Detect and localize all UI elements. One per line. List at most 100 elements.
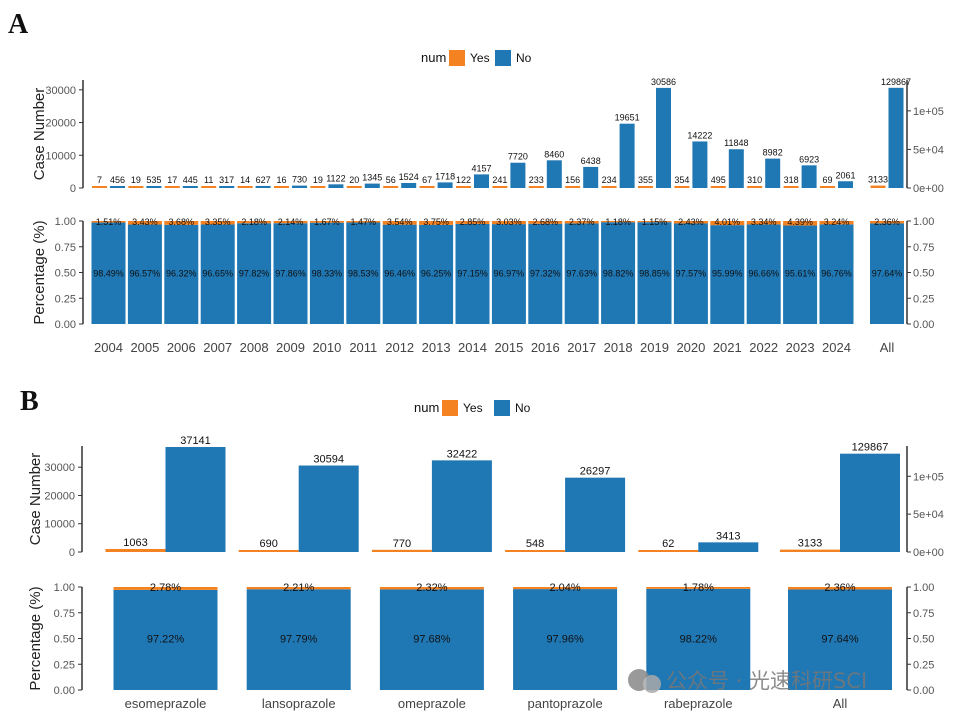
x-tick-label: omeprazole	[398, 696, 466, 711]
percentage-left-tick-label: 0.00	[54, 685, 75, 697]
percentage-left-tick-label: 0.50	[55, 268, 76, 280]
x-tick-label: 2014	[458, 340, 487, 355]
count-left-tick-label: 30000	[44, 462, 75, 474]
percentage-left-tick-label: 0.50	[54, 634, 75, 646]
data-label-yes: 67	[422, 175, 432, 185]
bar-yes	[528, 186, 544, 188]
data-label-no: 456	[110, 175, 125, 185]
count-right-tick-label: 5e+04	[913, 144, 944, 156]
pct-label-no: 96.57%	[130, 269, 161, 279]
pct-label-yes: 2.32%	[416, 582, 447, 594]
legend-swatch-yes	[449, 50, 465, 66]
data-label-no: 3413	[716, 530, 740, 542]
count-right-tick-label: 1e+05	[913, 471, 944, 483]
pct-label-no: 96.97%	[494, 269, 525, 279]
pct-label-no: 95.99%	[712, 269, 743, 279]
pct-bar-no	[491, 224, 526, 324]
pct-bar-no	[455, 223, 490, 324]
data-label-no: 627	[256, 175, 271, 185]
data-label-no: 4157	[471, 163, 491, 173]
data-label-no: 26297	[580, 466, 611, 478]
bar-no	[165, 447, 226, 552]
bar-yes	[505, 550, 566, 552]
pct-bar-no	[646, 588, 751, 690]
x-tick-label: 2008	[240, 340, 269, 355]
data-label-yes: 122	[456, 175, 471, 185]
pct-label-yes: 1.67%	[314, 217, 340, 227]
bar-no	[583, 166, 599, 188]
bar-no	[888, 87, 904, 188]
pct-label-yes: 3.68%	[169, 217, 195, 227]
bar-yes	[419, 186, 435, 188]
bar-yes	[638, 550, 699, 552]
data-label-no: 30594	[313, 454, 344, 466]
bar-no	[364, 183, 380, 188]
bar-no	[328, 184, 344, 188]
bar-no	[565, 477, 626, 552]
data-label-yes: 62	[662, 538, 674, 550]
pct-label-no: 98.53%	[348, 269, 379, 279]
bar-no	[838, 181, 853, 188]
data-label-no: 30586	[651, 77, 676, 87]
bar-yes	[638, 186, 653, 188]
bar-yes	[371, 549, 432, 552]
bar-no	[656, 87, 671, 188]
pct-bar-yes	[419, 221, 454, 225]
pct-bar-no	[237, 223, 272, 324]
x-tick-label: 2019	[640, 340, 669, 355]
x-tick-label: 2009	[276, 340, 305, 355]
x-tick-label: 2015	[494, 340, 523, 355]
pct-bar-yes	[491, 221, 526, 225]
pct-bar-no	[113, 589, 218, 690]
bar-yes	[310, 186, 326, 188]
data-label-no: 1345	[362, 173, 382, 183]
percentage-right-tick-label: 0.25	[913, 659, 934, 671]
count-left-tick-label: 10000	[44, 519, 75, 531]
pct-label-no: 97.15%	[457, 269, 488, 279]
legend-label-no: No	[516, 51, 532, 65]
data-label-no: 730	[292, 175, 307, 185]
x-tick-label: esomeprazole	[125, 696, 207, 711]
bar-yes	[346, 186, 362, 188]
pct-label-yes: 2.14%	[278, 217, 304, 227]
data-label-no: 37141	[180, 435, 211, 447]
percentage-axis-title: Percentage (%)	[27, 586, 44, 690]
data-label-yes: 1063	[123, 537, 147, 549]
data-label-yes: 17	[167, 175, 177, 185]
x-tick-label: 2012	[385, 340, 414, 355]
watermark-text: 公众号 · 光速科研SCI	[666, 669, 867, 693]
x-tick-label: 2013	[422, 340, 451, 355]
pct-label-yes: 3.54%	[387, 217, 413, 227]
bar-no	[619, 123, 635, 188]
pct-label-no: 98.22%	[680, 634, 718, 646]
pct-label-yes: 2.68%	[533, 217, 559, 227]
pct-label-no: 96.25%	[421, 269, 452, 279]
pct-bar-yes	[710, 221, 745, 226]
pct-label-no: 97.64%	[821, 634, 859, 646]
pct-label-yes: 3.43%	[132, 217, 158, 227]
count-right-tick-label: 0e+00	[913, 183, 944, 195]
data-label-yes: 3133	[798, 538, 822, 550]
percentage-left-tick-label: 0.25	[54, 659, 75, 671]
x-tick-label: 2010	[312, 340, 341, 355]
pct-bar-no	[746, 224, 781, 324]
data-label-yes: 11	[204, 175, 213, 185]
pct-bar-no	[382, 224, 417, 324]
pct-label-yes: 2.36%	[824, 582, 855, 594]
data-label-no: 1122	[326, 173, 345, 183]
legend-label-yes: Yes	[470, 51, 490, 65]
x-tick-label: 2007	[203, 340, 232, 355]
pct-label-yes: 1.18%	[605, 217, 631, 227]
pct-label-yes: 1.47%	[351, 217, 377, 227]
data-label-yes: 3133	[868, 175, 888, 185]
pct-bar-yes	[237, 221, 272, 224]
bar-no	[401, 183, 417, 188]
pct-label-no: 98.85%	[639, 269, 670, 279]
percentage-left-tick-label: 0.75	[54, 608, 75, 620]
count-left-tick-label: 20000	[45, 118, 76, 130]
pct-label-no: 98.82%	[603, 269, 634, 279]
pct-label-no: 97.96%	[546, 634, 584, 646]
percentage-right-tick-label: 1.00	[913, 582, 934, 594]
pct-bar-no	[513, 589, 618, 690]
pct-label-no: 97.64%	[872, 269, 903, 279]
